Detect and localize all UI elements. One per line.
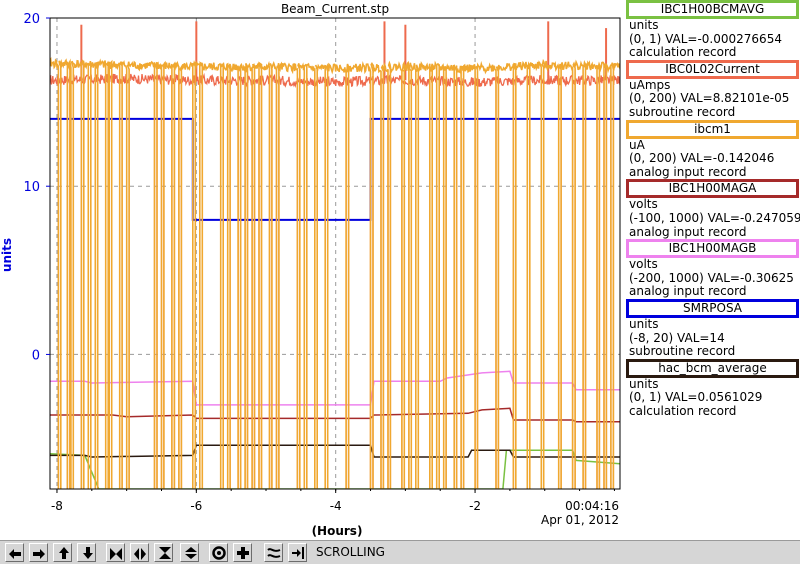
legend-detail: (0, 1) VAL=0.0561029 xyxy=(629,390,763,405)
x-tick-label: -6 xyxy=(190,499,202,513)
legend-item[interactable]: hac_bcm_average units (0, 1) VAL=0.0561029… xyxy=(623,358,800,419)
zoom-out-y-button[interactable] xyxy=(180,543,199,562)
add-button[interactable] xyxy=(233,543,252,562)
scroll-down-button[interactable] xyxy=(77,543,96,562)
x-tick-label: -2 xyxy=(469,499,481,513)
zoom-out-y-icon xyxy=(184,546,197,559)
legend-detail: uA xyxy=(629,137,645,152)
legend-panel: IBC1H00BCMAVG units (0, 1) VAL=-0.00027665… xyxy=(623,0,800,540)
legend-detail: analog input record xyxy=(629,164,747,179)
zoom-in-y-icon xyxy=(158,546,171,559)
legend-series-name[interactable]: hac_bcm_average xyxy=(626,358,799,378)
legend-detail: uAmps xyxy=(629,77,671,92)
y-tick-label: 20 xyxy=(23,12,40,27)
legend-detail: volts xyxy=(629,197,658,212)
legend-item[interactable]: IBC1H00BCMAVG units (0, 1) VAL=-0.00027665… xyxy=(623,0,800,60)
legend-item[interactable]: ibcm1 uA (0, 200) VAL=-0.142046 analog inpu… xyxy=(623,119,800,180)
legend-series-name[interactable]: IBC1H00BCMAVG xyxy=(626,0,799,19)
scroll-left-icon xyxy=(8,548,21,559)
series-line-ibcm1 xyxy=(50,57,620,489)
scroll-right-icon xyxy=(32,548,45,559)
zoom-in-x-button[interactable] xyxy=(106,543,125,562)
legend-detail: units xyxy=(629,376,659,391)
legend-detail: (-8, 20) VAL=14 xyxy=(629,330,725,345)
chart-title: Beam_Current.stp xyxy=(281,2,389,16)
series-line-ibc1h00maga xyxy=(50,407,620,423)
legend-item[interactable]: SMRPOSA units (-8, 20) VAL=14 subroutine re… xyxy=(623,298,800,359)
legend-detail: calculation record xyxy=(629,45,737,60)
add-icon xyxy=(236,546,249,559)
legend-detail: analog input record xyxy=(629,284,747,299)
scroll-right-button[interactable] xyxy=(29,543,48,562)
legend-detail: subroutine record xyxy=(629,104,736,119)
y-axis-label: units xyxy=(0,238,14,272)
legend-item[interactable]: IBC1H00MAGB volts (-200, 1000) VAL=-0.3062… xyxy=(623,239,800,299)
legend-detail: subroutine record xyxy=(629,344,736,359)
legend-detail: (-200, 1000) VAL=-0.30625 xyxy=(629,270,794,285)
series-group xyxy=(50,21,620,489)
plot-background xyxy=(50,18,620,489)
legend-series-name[interactable]: IBC1H00MAGB xyxy=(626,239,799,259)
legend-detail: (0, 200) VAL=-0.142046 xyxy=(629,151,775,166)
legend-item[interactable]: IBC0L02Current uAmps (0, 200) VAL=8.82101e… xyxy=(623,59,800,120)
auto-scale-button[interactable] xyxy=(264,543,283,562)
legend-detail: units xyxy=(629,18,659,32)
legend-item[interactable]: IBC1H00MAGA volts (-100, 1000) VAL=-0.2470… xyxy=(623,179,800,239)
series-line-ibc0l02current xyxy=(50,72,620,489)
stop-icon xyxy=(211,545,226,560)
legend-detail: units xyxy=(629,316,659,331)
scroll-up-button[interactable] xyxy=(53,543,72,562)
y-tick-label: 10 xyxy=(23,180,40,195)
legend-series-name[interactable]: SMRPOSA xyxy=(626,298,799,318)
legend-detail: analog input record xyxy=(629,224,747,239)
x-tick-label: -8 xyxy=(51,499,63,513)
scroll-up-icon xyxy=(58,546,69,559)
plot-frame xyxy=(49,17,621,490)
zoom-in-y-button[interactable] xyxy=(154,543,173,562)
time-label: 00:04:16 xyxy=(565,499,619,513)
legend-series-name[interactable]: IBC1H00MAGA xyxy=(626,179,799,199)
date-label: Apr 01, 2012 xyxy=(541,513,619,527)
scroll-to-now-icon xyxy=(291,546,304,559)
legend-series-name[interactable]: IBC0L02Current xyxy=(626,59,799,79)
zoom-in-x-icon xyxy=(109,547,122,560)
toolbar: SCROLLING xyxy=(0,540,800,564)
auto-scale-icon xyxy=(266,547,280,558)
scroll-down-icon xyxy=(82,546,93,559)
legend-detail: (0, 1) VAL=-0.000276654 xyxy=(629,31,782,46)
stop-button[interactable] xyxy=(209,543,228,562)
zoom-out-x-button[interactable] xyxy=(130,543,149,562)
scroll-to-now-button[interactable] xyxy=(288,543,307,562)
series-line-ibc1h00magb xyxy=(50,370,620,406)
legend-detail: calculation record xyxy=(629,403,737,418)
legend-detail: (-100, 1000) VAL=-0.247059 xyxy=(629,210,800,225)
zoom-out-x-icon xyxy=(133,547,146,560)
legend-detail: volts xyxy=(629,257,658,272)
mode-label: SCROLLING xyxy=(316,545,385,559)
scroll-left-button[interactable] xyxy=(5,543,24,562)
x-tick-label: -4 xyxy=(330,499,342,513)
legend-detail: (0, 200) VAL=8.82101e-05 xyxy=(629,91,790,106)
y-tick-label: 0 xyxy=(32,348,40,363)
x-axis-label: (Hours) xyxy=(312,524,363,538)
legend-series-name[interactable]: ibcm1 xyxy=(626,119,799,139)
